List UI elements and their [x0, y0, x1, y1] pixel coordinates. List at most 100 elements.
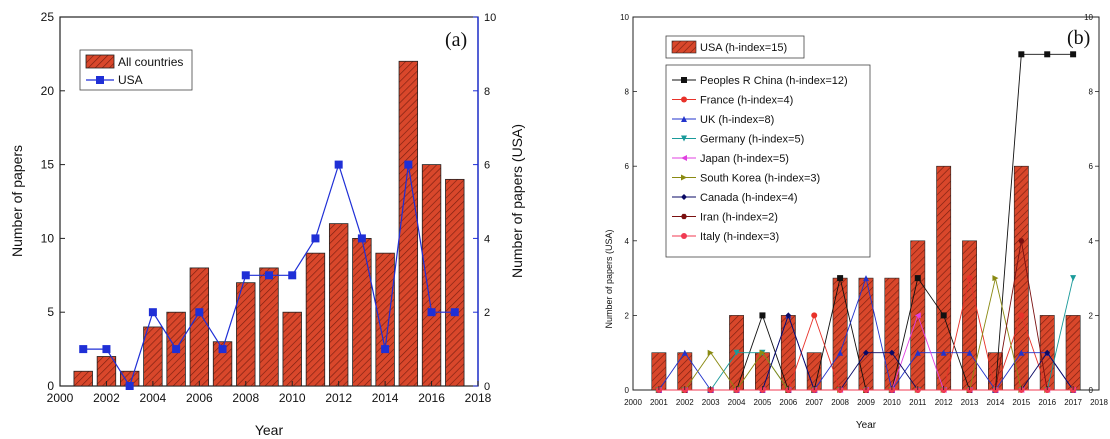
y-tick-label: 4 — [625, 237, 630, 246]
legend-a-swatch-all-countries — [85, 54, 115, 69]
x-tick-label: 2014 — [987, 398, 1005, 407]
data-point — [811, 312, 818, 319]
y2-tick-label: 8 — [1089, 88, 1094, 97]
legend-b: USA (h-index=15) Peoples R China (h-inde… — [665, 35, 871, 258]
x-tick-label: 2010 — [883, 398, 901, 407]
legend-label: France (h-index=4) — [700, 95, 793, 107]
x-tick-label: 2015 — [1012, 398, 1030, 407]
x-tick-label: 2014 — [372, 391, 399, 405]
y2-tick-label: 2 — [484, 307, 490, 319]
bar — [282, 311, 302, 387]
y2-axis-title-a: Number of papers (USA) — [509, 124, 525, 278]
y-tick-label: 0 — [47, 379, 54, 393]
data-point — [1018, 312, 1025, 319]
data-point — [914, 349, 921, 356]
data-point — [265, 271, 273, 280]
bar — [884, 277, 900, 391]
bar — [352, 237, 372, 387]
legend-label: Peoples R China (h-index=12) — [700, 75, 848, 87]
x-tick-label: 2013 — [961, 398, 979, 407]
data-point — [241, 271, 250, 280]
x-tick-label: 2012 — [325, 391, 352, 405]
y-tick-label: 25 — [41, 10, 55, 24]
bar — [212, 341, 233, 387]
data-point — [1070, 275, 1077, 282]
bar-series-all-countries — [73, 60, 465, 387]
bar — [445, 178, 465, 387]
bar — [651, 352, 667, 391]
y-tick-label: 0 — [625, 386, 630, 395]
legend-swatch-marker — [681, 135, 687, 142]
data-point — [404, 160, 413, 169]
data-point — [311, 234, 320, 243]
legend-a-label-usa: USA — [118, 73, 143, 87]
legend-a: All countries USA — [79, 49, 193, 91]
x-axis-title-a: Year — [255, 422, 284, 438]
x-tick-label: 2012 — [935, 398, 953, 407]
bar — [936, 165, 952, 391]
data-point — [427, 308, 436, 317]
legend-label: Italy (h-index=3) — [700, 231, 779, 243]
bar — [143, 326, 163, 387]
y2-tick-label: 0 — [484, 381, 490, 393]
bar — [305, 252, 326, 387]
data-point — [837, 275, 844, 282]
y-axis-left-a: 0 5 10 15 20 25 — [41, 10, 65, 393]
line-series-usa — [79, 160, 459, 390]
x-tick-label: 2006 — [186, 391, 213, 405]
x-tick-label: 2000 — [624, 398, 642, 407]
data-point — [1044, 349, 1051, 356]
data-point — [102, 345, 111, 354]
data-point — [125, 382, 134, 390]
data-point — [381, 345, 390, 354]
legend-label: Germany (h-index=5) — [700, 134, 804, 146]
chart-panel-a: 2000 2002 2004 2006 2008 2010 2012 2014 2016 2018… — [9, 10, 525, 438]
data-point — [914, 275, 921, 282]
y-tick-label: 10 — [41, 231, 55, 245]
y2-tick-label: 4 — [484, 233, 490, 245]
x-tick-label: 2017 — [1064, 398, 1082, 407]
x-axis-b: 2000 2001 2002 2003 2004 2005 2006 2007 2008 2009… — [624, 386, 1108, 407]
bar — [259, 267, 279, 387]
y2-tick-label: 4 — [1089, 237, 1094, 246]
panel-label-b: (b) — [1067, 27, 1090, 49]
x-tick-label: 2009 — [857, 398, 875, 407]
bar — [421, 164, 442, 387]
panel-label-a: (a) — [445, 29, 467, 51]
legend-b-usa-label: USA (h-index=15) — [700, 42, 787, 54]
data-point — [940, 312, 947, 319]
data-point — [966, 349, 973, 356]
data-point — [759, 349, 766, 356]
x-tick-label: 2016 — [1038, 398, 1056, 407]
data-point — [863, 349, 869, 356]
bar — [806, 352, 822, 391]
data-point — [837, 349, 844, 356]
data-point — [195, 308, 204, 317]
data-point — [940, 349, 947, 356]
y-axis-right-a: 0 2 4 6 8 10 — [473, 12, 496, 393]
legend-label: Japan (h-index=5) — [700, 153, 789, 165]
y-tick-label: 20 — [41, 84, 55, 98]
y2-tick-label: 6 — [484, 160, 490, 172]
y-tick-label: 15 — [41, 158, 55, 172]
bar — [398, 60, 419, 387]
x-tick-label: 2008 — [831, 398, 849, 407]
x-axis-a: 2000 2002 2004 2006 2008 2010 2012 2014 2016 2018 — [47, 381, 492, 405]
y-tick-label: 10 — [620, 13, 629, 22]
y-axis-right-b: 0 2 4 6 8 10 — [1084, 13, 1099, 395]
x-tick-label: 2010 — [279, 391, 306, 405]
y-axis-title-a: Number of papers — [9, 145, 25, 257]
y-tick-label: 2 — [625, 311, 630, 320]
y2-tick-label: 6 — [1089, 162, 1094, 171]
data-point — [863, 275, 869, 282]
bar — [755, 352, 770, 391]
legend-b-entries: Peoples R China (h-index=12) France (h-in… — [672, 75, 848, 243]
y-axis-left-b: 0 2 4 6 8 10 — [620, 13, 637, 395]
y-axis-title-b: Number of papers (USA) — [604, 229, 614, 328]
y2-tick-label: 2 — [1089, 311, 1094, 320]
legend-swatch-marker — [681, 213, 687, 220]
chart-panel-b: 2000 2001 2002 2003 2004 2005 2006 2007 2008 2009… — [604, 13, 1108, 431]
x-tick-label: 2008 — [232, 391, 259, 405]
data-point — [1070, 51, 1077, 58]
data-point — [707, 349, 714, 356]
